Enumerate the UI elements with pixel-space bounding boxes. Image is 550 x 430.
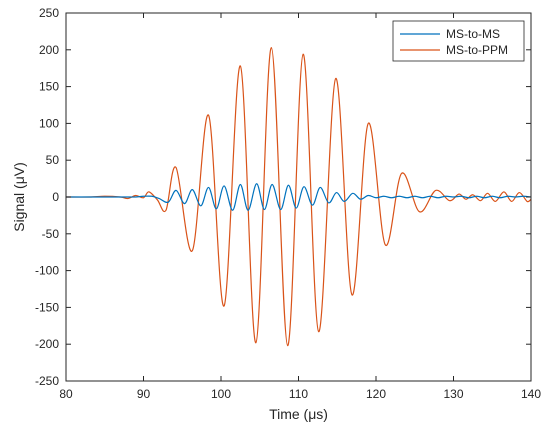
x-tick-label: 100	[211, 387, 231, 401]
y-tick-label: 200	[39, 43, 59, 57]
legend-label-ms-to-ms: MS-to-MS	[446, 27, 500, 41]
series-line-ms-to-ms	[66, 183, 532, 211]
y-tick-label: 100	[39, 116, 59, 130]
ticks-layer	[65, 12, 532, 382]
series-line-ms-to-ppm	[65, 46, 532, 347]
y-tick-label: -250	[35, 374, 59, 388]
series-layer	[65, 46, 532, 347]
legend-label-ms-to-ppm: MS-to-PPM	[446, 43, 508, 57]
x-tick-label: 110	[289, 387, 308, 401]
x-tick-label: 130	[443, 387, 463, 401]
x-axis-label: Time (μs)	[269, 406, 328, 422]
y-tick-label: -150	[35, 300, 59, 314]
x-tick-label: 120	[366, 387, 386, 401]
tick-labels-layer: 80 90 100 110 120 130 140 -250 -200 -150 -100 -50 0 5…	[35, 6, 541, 401]
y-axis-label: Signal (μV)	[11, 162, 27, 232]
y-tick-label: 0	[52, 190, 59, 204]
legend: MS-to-MS MS-to-PPM	[392, 20, 525, 62]
y-tick-label: -200	[35, 337, 59, 351]
legend-box	[392, 20, 525, 62]
x-tick-label: 140	[521, 387, 541, 401]
y-tick-label: -100	[35, 264, 59, 278]
x-tick-label: 80	[59, 387, 73, 401]
x-tick-label: 90	[137, 387, 151, 401]
y-tick-label: 150	[39, 80, 59, 94]
y-tick-label: 250	[39, 6, 59, 20]
y-tick-label: -50	[42, 227, 60, 241]
y-tick-label: 50	[46, 153, 60, 167]
